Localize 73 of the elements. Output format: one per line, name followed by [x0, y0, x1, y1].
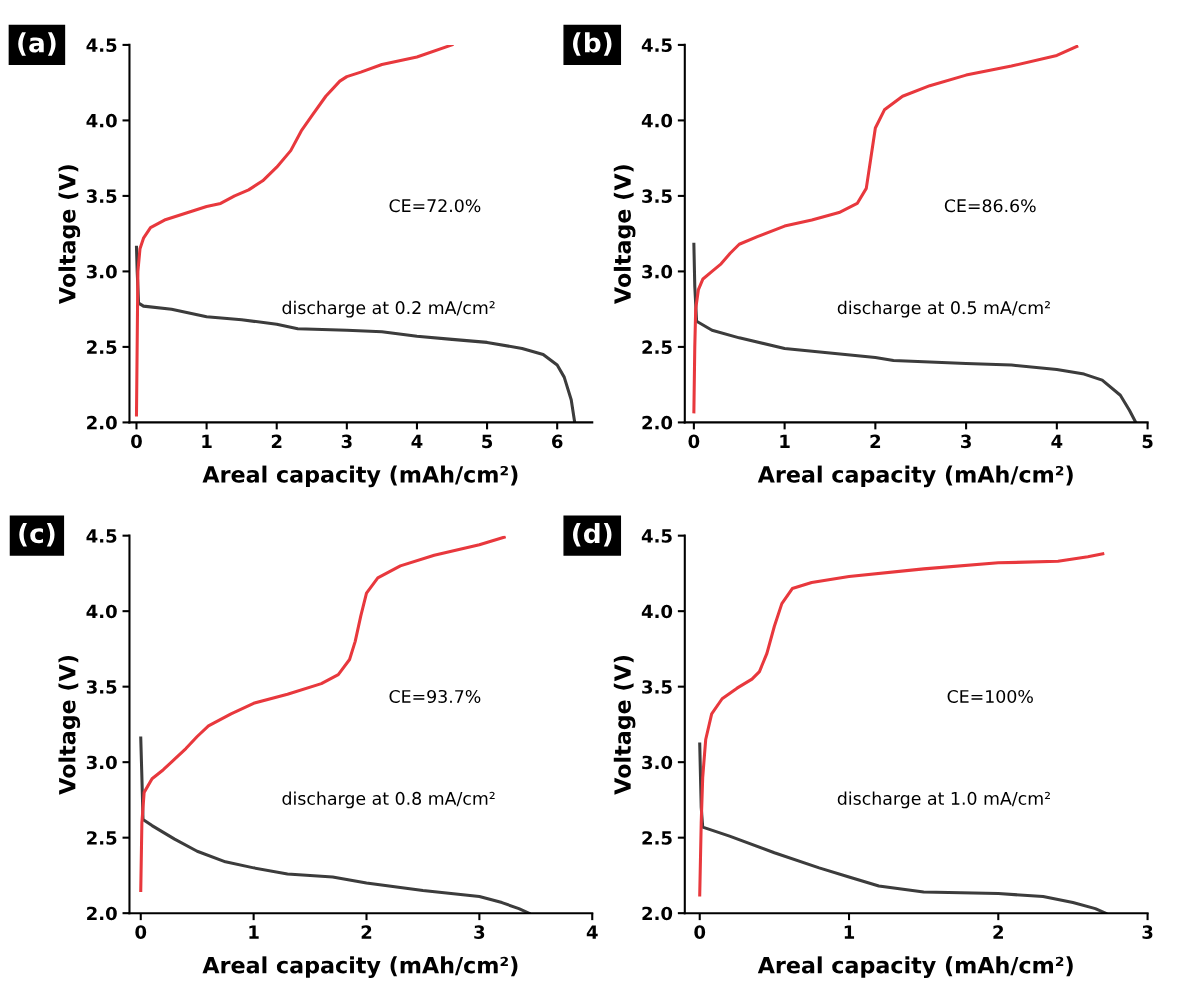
chart-title: (d): [573, 522, 612, 547]
line-series: [134, 245, 577, 423]
y-tick-label: 3.5: [86, 680, 117, 694]
y-axis-title: Voltage (V): [58, 165, 81, 304]
annotation: CE=100%: [947, 689, 1033, 704]
y-tick-label: 2.5: [642, 831, 672, 845]
x-tick-label: 1: [249, 925, 259, 939]
x-tick-label: 3: [341, 434, 352, 449]
chart-title: (b): [573, 32, 612, 56]
x-axis-title: Areal capacity (mAh/cm²): [202, 956, 518, 979]
x-axis-title: Areal capacity (mAh/cm²): [757, 956, 1073, 979]
x-axis-title: Areal capacity (mAh/cm²): [202, 465, 518, 488]
annotation: CE=86.6%: [944, 199, 1036, 213]
y-tick-label: 4.5: [86, 529, 117, 543]
y-tick-label: 3.0: [86, 264, 117, 279]
y-axis-title: Voltage (V): [613, 655, 636, 795]
line-series: [698, 552, 1105, 897]
x-tick-label: 1: [844, 925, 855, 939]
y-tick-label: 4.5: [86, 38, 117, 53]
y-tick-label: 3.5: [86, 189, 117, 204]
annotation: CE=72.0%: [389, 199, 481, 213]
line-series: [698, 742, 1108, 914]
y-tick-label: 3.0: [642, 755, 673, 770]
x-tick-label: 4: [586, 925, 598, 939]
x-tick-label: 0: [131, 434, 142, 449]
line-series: [692, 44, 1079, 414]
annotation: discharge at 0.2 mA/cm²: [282, 300, 495, 318]
line-series: [139, 535, 506, 893]
x-tick-label: 4: [411, 434, 423, 448]
y-tick-label: 3.5: [642, 680, 672, 694]
y-tick-label: 2.0: [642, 415, 673, 430]
x-tick-label: 0: [694, 925, 706, 939]
annotation: discharge at 0.8 mA/cm²: [282, 791, 495, 809]
x-tick-label: 4: [1051, 434, 1063, 448]
x-tick-label: 2: [993, 925, 1004, 939]
y-tick-label: 3.5: [642, 189, 672, 204]
x-tick-label: 0: [135, 925, 147, 939]
y-tick-label: 2.0: [87, 415, 117, 430]
chart-title: (c): [19, 522, 55, 547]
y-tick-label: 4.0: [86, 113, 117, 128]
x-tick-label: 5: [482, 434, 493, 449]
y-tick-label: 3.0: [86, 755, 117, 770]
x-tick-label: 3: [961, 434, 971, 449]
line-series: [139, 736, 531, 914]
x-tick-label: 5: [1142, 434, 1153, 449]
annotation: CE=93.7%: [389, 689, 481, 704]
annotation: discharge at 1.0 mA/cm²: [837, 791, 1050, 809]
y-tick-label: 2.0: [642, 906, 673, 921]
x-tick-label: 0: [688, 434, 700, 449]
y-tick-label: 4.0: [86, 604, 117, 619]
x-tick-label: 6: [552, 434, 563, 449]
x-tick-label: 1: [780, 434, 790, 448]
x-axis-title: Areal capacity (mAh/cm²): [757, 465, 1073, 488]
annotation: discharge at 0.5 mA/cm²: [837, 300, 1050, 318]
y-tick-label: 3.0: [642, 264, 673, 279]
line-series: [692, 242, 1138, 423]
y-axis-title: Voltage (V): [613, 165, 636, 304]
y-tick-label: 4.5: [641, 529, 672, 543]
x-tick-label: 3: [1142, 925, 1153, 939]
x-tick-label: 1: [202, 434, 212, 448]
x-tick-label: 3: [474, 925, 485, 939]
y-tick-label: 4.0: [641, 113, 673, 128]
y-tick-label: 2.5: [87, 340, 117, 355]
y-tick-label: 4.0: [641, 604, 673, 619]
x-tick-label: 2: [271, 434, 282, 448]
y-tick-label: 4.5: [641, 38, 672, 53]
y-axis-title: Voltage (V): [58, 655, 81, 795]
chart-title: (a): [18, 32, 56, 56]
x-tick-label: 2: [870, 434, 881, 448]
y-tick-label: 2.0: [87, 906, 117, 921]
x-tick-label: 2: [361, 925, 372, 939]
y-tick-label: 2.5: [87, 831, 117, 845]
y-tick-label: 2.5: [642, 340, 672, 355]
